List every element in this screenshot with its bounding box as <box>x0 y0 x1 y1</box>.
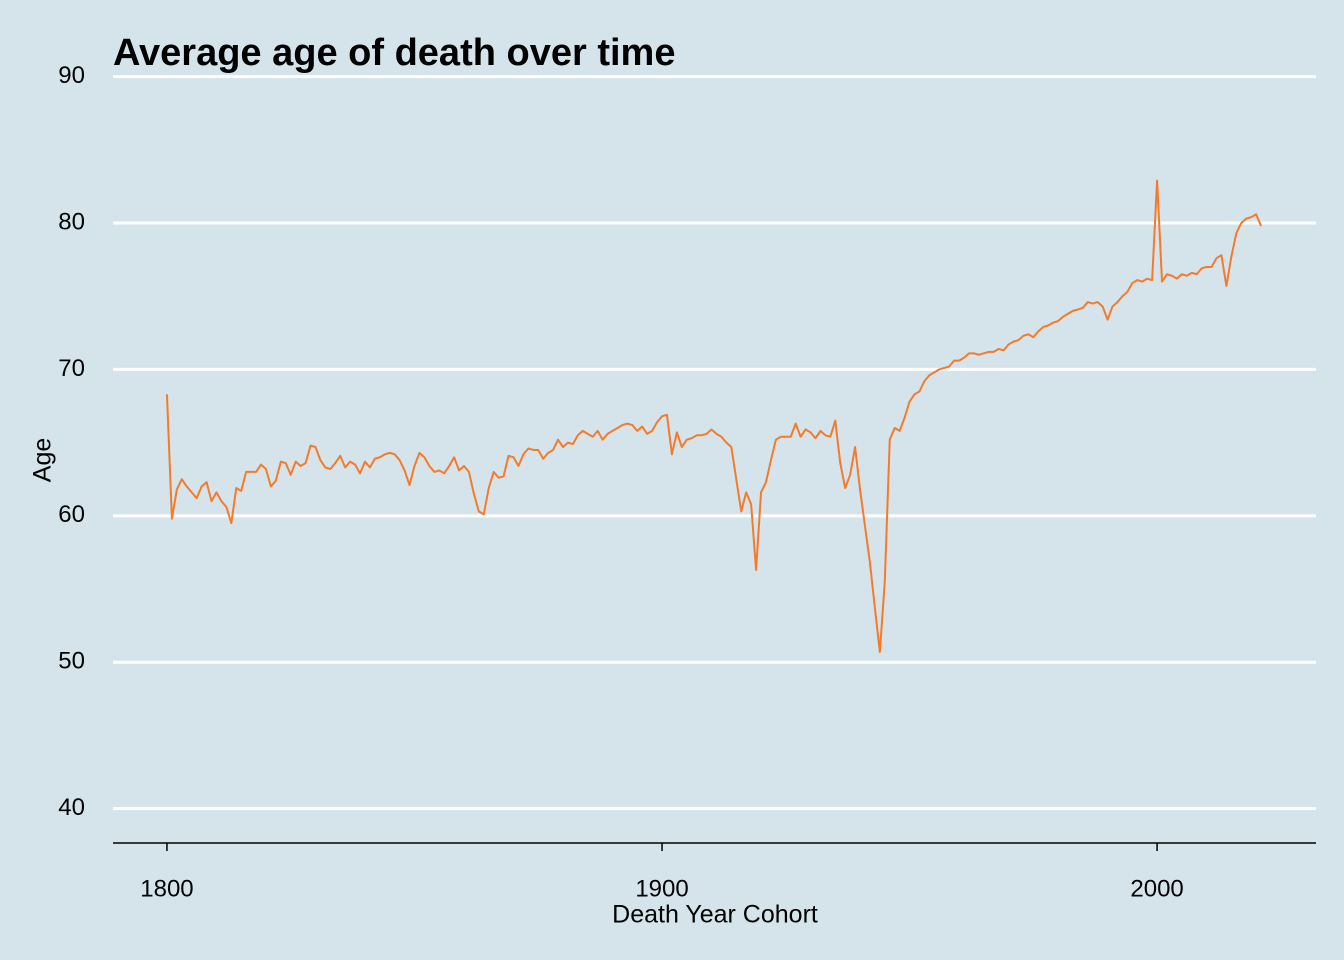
x-axis-title: Death Year Cohort <box>612 901 818 929</box>
y-tick-label: 40 <box>58 794 85 821</box>
x-tick-label: 1900 <box>635 875 688 902</box>
y-axis-title: Age <box>29 438 57 482</box>
data-line <box>165 179 1262 653</box>
y-tick-label: 90 <box>58 62 85 89</box>
chart-title: Average age of death over time <box>113 32 675 74</box>
y-tick-label: 60 <box>58 501 85 528</box>
y-tick-label: 70 <box>58 355 85 382</box>
x-tick-label: 1800 <box>140 875 193 902</box>
x-tick-label: 2000 <box>1130 875 1183 902</box>
y-tick-label: 80 <box>58 208 85 235</box>
y-tick-label: 50 <box>58 648 85 675</box>
